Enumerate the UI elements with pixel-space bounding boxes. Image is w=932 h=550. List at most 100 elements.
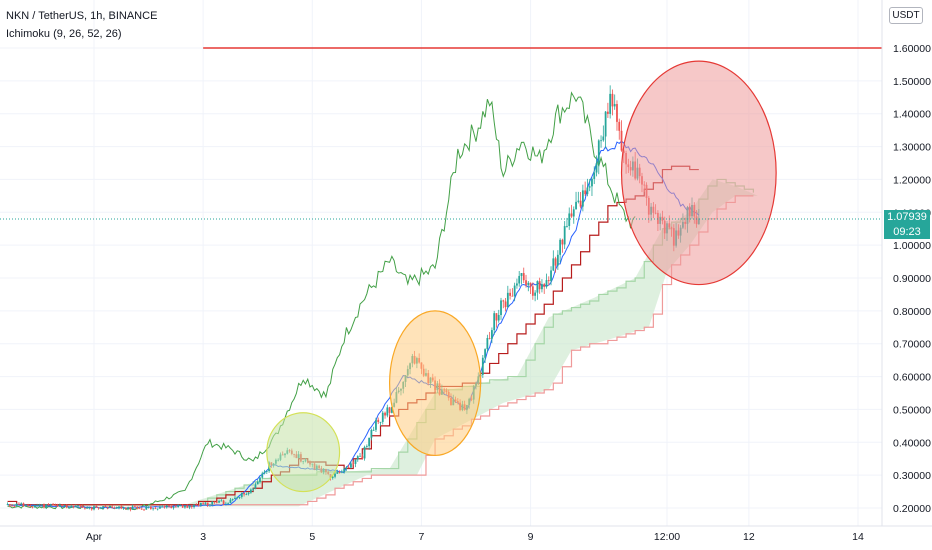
candle-body bbox=[36, 505, 39, 506]
candle-body bbox=[58, 505, 61, 507]
green-circle-annotation bbox=[266, 412, 341, 493]
candle-body bbox=[95, 506, 98, 508]
candle-body bbox=[122, 507, 125, 509]
candle-body bbox=[134, 506, 136, 508]
time-axis[interactable]: Apr 3 5 7 9 12:00 12 14 bbox=[0, 525, 932, 543]
candle-body bbox=[6, 504, 9, 505]
candle-body bbox=[45, 504, 48, 508]
candle-body bbox=[156, 508, 159, 510]
candle-body bbox=[245, 494, 248, 495]
candle-body bbox=[70, 506, 73, 508]
candle-body bbox=[72, 506, 75, 508]
candle-body bbox=[491, 330, 493, 339]
candle-body bbox=[136, 506, 139, 509]
price-tick-label: 0.40000 bbox=[893, 437, 931, 449]
candle-body bbox=[554, 258, 557, 266]
candle-body bbox=[138, 508, 141, 510]
candle-body bbox=[350, 463, 352, 468]
candle-body bbox=[90, 507, 93, 510]
candle-body bbox=[381, 412, 384, 422]
candle-body bbox=[227, 502, 230, 504]
candle-body bbox=[38, 504, 41, 506]
candle-body bbox=[79, 505, 82, 507]
candle-body bbox=[354, 459, 357, 464]
candle-body bbox=[18, 503, 20, 505]
candle-body bbox=[511, 295, 514, 297]
candle-body bbox=[518, 275, 521, 284]
time-tick-label: 5 bbox=[309, 531, 315, 543]
candle-body bbox=[352, 463, 355, 465]
candle-body bbox=[570, 213, 573, 217]
candle-body bbox=[197, 505, 200, 506]
candle-body bbox=[93, 506, 95, 510]
candle-body bbox=[390, 406, 393, 413]
candle-body bbox=[384, 412, 386, 416]
candle-body bbox=[61, 505, 64, 506]
candle-body bbox=[365, 446, 368, 447]
candle-body bbox=[581, 190, 584, 207]
candle-body bbox=[379, 421, 382, 423]
candle-body bbox=[597, 140, 600, 164]
candle-body bbox=[102, 506, 104, 508]
candle-body bbox=[118, 506, 120, 508]
candle-body bbox=[190, 505, 193, 508]
candle-body bbox=[243, 492, 245, 495]
candle-body bbox=[541, 284, 543, 290]
candle-body bbox=[520, 273, 523, 276]
time-tick-label: 12:00 bbox=[654, 531, 680, 543]
candle-body bbox=[591, 178, 593, 187]
candle-body bbox=[213, 501, 216, 503]
candle-body bbox=[97, 507, 100, 509]
candle-body bbox=[566, 225, 568, 227]
candle-body bbox=[15, 503, 18, 507]
orange-circle-annotation bbox=[388, 310, 482, 457]
candle-body bbox=[65, 505, 68, 508]
candle-body bbox=[265, 471, 268, 472]
candle-body bbox=[56, 505, 59, 507]
candle-body bbox=[215, 502, 218, 503]
candle-body bbox=[40, 504, 43, 506]
candle-body bbox=[500, 300, 502, 316]
candle-body bbox=[543, 284, 546, 287]
candle-body bbox=[184, 505, 186, 508]
indicator-label[interactable]: Ichimoku (9, 26, 52, 26) bbox=[6, 28, 122, 40]
candle-body bbox=[236, 497, 239, 499]
candle-body bbox=[161, 506, 164, 508]
candle-body bbox=[620, 130, 623, 151]
candle-body bbox=[254, 484, 257, 489]
candle-body bbox=[54, 504, 57, 506]
candle-body bbox=[163, 506, 166, 508]
candle-body bbox=[256, 481, 259, 485]
currency-button[interactable]: USDT bbox=[889, 7, 923, 24]
candle-body bbox=[179, 505, 182, 507]
price-axis[interactable]: 1.600001.500001.400001.300001.200001.100… bbox=[881, 0, 931, 526]
candle-body bbox=[22, 503, 25, 506]
candle-body bbox=[345, 467, 348, 469]
last-price-label: 1.07939 bbox=[884, 210, 930, 226]
candle-body bbox=[552, 258, 555, 271]
candle-body bbox=[611, 93, 614, 107]
candle-body bbox=[31, 506, 34, 508]
candle-body bbox=[52, 504, 54, 506]
candle-body bbox=[347, 467, 350, 468]
price-tick-label: 0.90000 bbox=[893, 273, 931, 285]
candle-body bbox=[154, 508, 157, 510]
candle-body bbox=[584, 190, 587, 195]
candle-body bbox=[336, 472, 339, 474]
candle-body bbox=[527, 282, 530, 285]
candle-body bbox=[47, 504, 50, 506]
candle-body bbox=[159, 506, 161, 509]
candle-body bbox=[506, 292, 509, 308]
price-tick-label: 0.60000 bbox=[893, 372, 931, 384]
candle-body bbox=[247, 492, 250, 495]
annotation-circles[interactable] bbox=[266, 60, 777, 493]
candle-body bbox=[495, 313, 498, 321]
candle-body bbox=[170, 506, 173, 509]
candle-body bbox=[188, 505, 191, 508]
candle-body bbox=[261, 473, 264, 478]
candle-body bbox=[143, 509, 145, 511]
candle-body bbox=[165, 505, 168, 508]
candle-body bbox=[609, 93, 612, 114]
candle-body bbox=[99, 507, 102, 509]
